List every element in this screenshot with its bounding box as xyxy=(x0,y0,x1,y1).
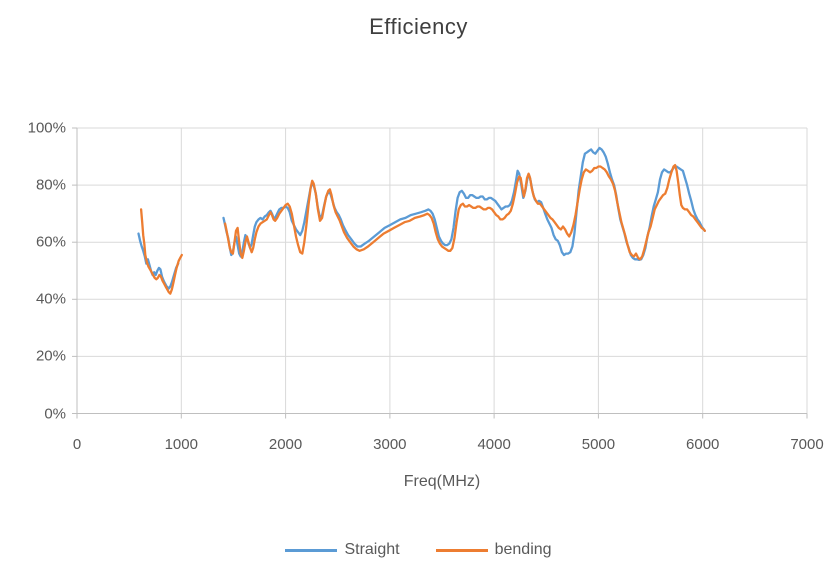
x-tick-label: 5000 xyxy=(581,436,616,453)
y-tick-label: 60% xyxy=(35,233,66,251)
legend-item-straight: Straight xyxy=(285,541,400,559)
legend-label-bending: bending xyxy=(494,541,552,558)
legend-item-bending: bending xyxy=(435,541,552,559)
straight-line-swatch-icon xyxy=(285,548,338,552)
x-tick-label: 6000 xyxy=(686,436,720,453)
y-tick-label: 80% xyxy=(35,176,66,194)
y-tick-label: 100% xyxy=(27,119,66,137)
legend-label-straight: Straight xyxy=(344,541,400,558)
x-tick-label: 2000 xyxy=(268,436,303,453)
x-tick-label: 3000 xyxy=(373,436,407,453)
y-tick-label: 0% xyxy=(44,405,66,422)
x-tick-label: 1000 xyxy=(164,436,198,453)
x-tick-label: 0 xyxy=(72,436,82,453)
x-axis-title: Freq(MHz) xyxy=(403,473,481,490)
y-tick-label: 20% xyxy=(35,347,66,365)
x-tick-label: 7000 xyxy=(790,436,824,453)
chart-title: Efficiency xyxy=(369,14,468,39)
x-tick-label: 4000 xyxy=(477,436,511,453)
chart-legend: Straight bending xyxy=(0,541,837,559)
y-tick-label: 40% xyxy=(35,290,66,308)
bending-line-swatch-icon xyxy=(435,548,488,552)
